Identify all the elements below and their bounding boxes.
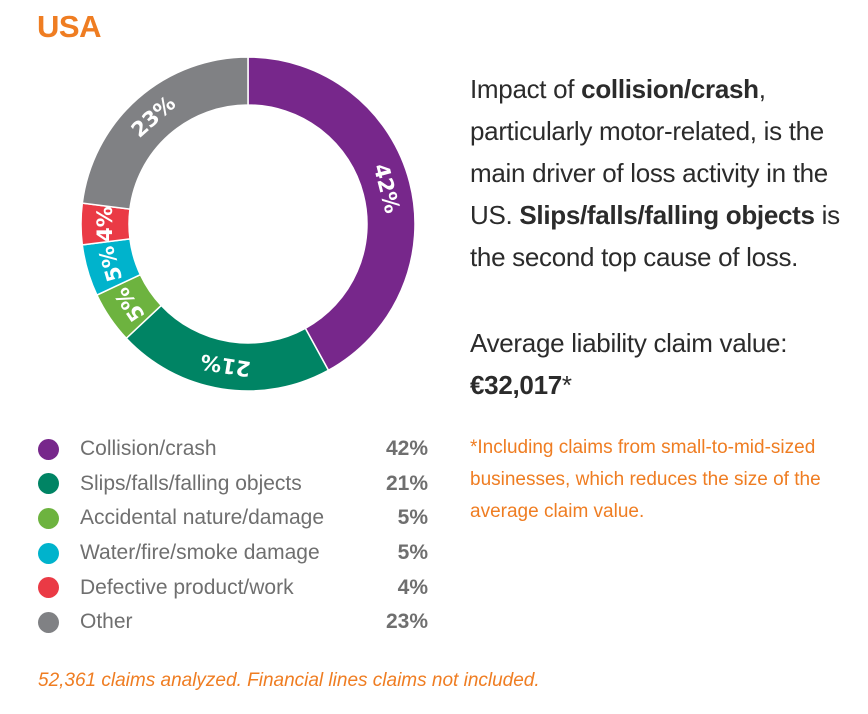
desc-text: Impact of <box>470 74 582 104</box>
legend-value: 42% <box>385 437 428 461</box>
legend-label: Slips/falls/falling objects <box>80 471 302 495</box>
legend-dot-icon <box>38 611 59 633</box>
footnote: *Including claims from small-to-mid-size… <box>470 437 821 522</box>
desc-bold-slips: Slips/falls/falling objects <box>519 200 815 230</box>
average-claim: Average liability claim value: €32,017* <box>470 322 860 406</box>
legend-item: Slips/falls/falling objects 21% <box>38 467 428 502</box>
legend-dot-icon <box>38 577 59 599</box>
donut-chart: 42%21%5%5%4%23% <box>80 56 416 392</box>
legend-dot-icon <box>38 542 59 564</box>
legend-dot-icon <box>38 438 59 460</box>
legend-label: Defective product/work <box>80 575 294 599</box>
legend-label: Accidental nature/damage <box>80 506 324 530</box>
slice-label: 4% <box>93 206 117 242</box>
legend-value: 5% <box>397 506 428 530</box>
legend-label: Collision/crash <box>80 437 217 461</box>
legend-item: Water/fire/smoke damage 5% <box>38 536 428 571</box>
description: Impact of collision/crash, particularly … <box>470 68 860 278</box>
average-asterisk: * <box>561 370 572 400</box>
desc-text: is the second top cause of loss. <box>470 200 840 272</box>
claims-footer: 52,361 claims analyzed. Financial lines … <box>38 670 540 691</box>
region-title: USA <box>37 9 101 44</box>
legend-label: Water/fire/smoke damage <box>80 541 320 565</box>
legend-dot-icon <box>38 473 59 495</box>
average-value: €32,017 <box>470 370 562 400</box>
desc-bold-collision: collision/crash <box>581 74 759 104</box>
legend-dot-icon <box>38 507 59 529</box>
legend-value: 5% <box>397 541 428 565</box>
legend-value: 21% <box>385 471 428 495</box>
legend-value: 23% <box>385 610 428 634</box>
legend-label: Other <box>80 610 133 634</box>
legend-value: 4% <box>397 575 428 599</box>
donut-slice-6 <box>81 56 249 210</box>
legend-item: Defective product/work 4% <box>38 570 428 605</box>
donut-slice-1 <box>247 56 416 372</box>
legend: Collision/crash 42% Slips/falls/falling ob… <box>38 432 428 640</box>
legend-item: Other 23% <box>38 605 428 640</box>
legend-item: Accidental nature/damage 5% <box>38 501 428 536</box>
average-label: Average liability claim value: <box>470 328 788 358</box>
desc-text: , particularly motor-related, is the mai… <box>470 74 828 230</box>
legend-item: Collision/crash 42% <box>38 432 428 467</box>
